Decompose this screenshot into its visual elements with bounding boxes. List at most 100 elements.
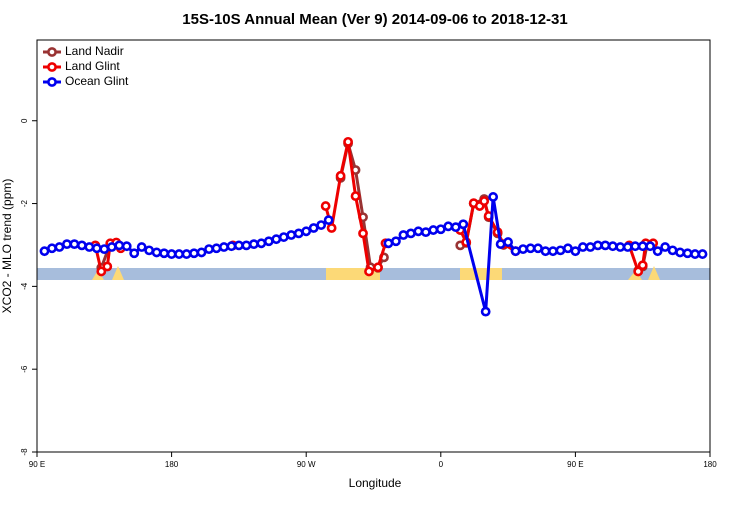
chart-title: 15S-10S Annual Mean (Ver 9) 2014-09-06 t… xyxy=(182,11,567,28)
data-point xyxy=(326,223,337,233)
data-point xyxy=(660,242,671,252)
data-point xyxy=(398,230,409,240)
data-point xyxy=(219,242,229,252)
data-point xyxy=(47,243,57,254)
data-point xyxy=(607,241,618,252)
data-point xyxy=(667,245,678,256)
data-point xyxy=(241,240,252,251)
y-tick-label: -8 xyxy=(20,448,29,456)
data-point xyxy=(181,249,192,259)
data-point xyxy=(364,266,374,277)
data-point xyxy=(503,237,513,247)
y-tick-label: -4 xyxy=(20,282,29,290)
data-point xyxy=(271,234,282,245)
data-point xyxy=(335,170,346,181)
data-point xyxy=(343,136,353,147)
series-line xyxy=(43,196,703,313)
data-point xyxy=(443,221,454,232)
data-point xyxy=(555,245,566,256)
data-point xyxy=(690,249,700,259)
data-point xyxy=(373,262,383,273)
data-point xyxy=(196,247,207,258)
data-point xyxy=(592,240,603,251)
data-point xyxy=(301,226,312,237)
data-point xyxy=(383,238,394,249)
data-point xyxy=(166,249,177,259)
data-point xyxy=(630,241,641,252)
data-point xyxy=(136,242,147,252)
data-point xyxy=(622,242,633,252)
x-tick-label: 90 E xyxy=(567,460,583,469)
data-point xyxy=(518,244,528,255)
data-point xyxy=(248,239,259,250)
data-point xyxy=(159,248,170,259)
legend-label: Land Glint xyxy=(65,59,120,73)
data-point xyxy=(286,230,297,240)
data-point xyxy=(308,223,319,233)
series xyxy=(39,192,708,317)
x-tick-label: 180 xyxy=(703,460,717,469)
data-point xyxy=(480,306,491,317)
y-tick-label: 0 xyxy=(20,118,29,123)
data-point xyxy=(652,246,663,257)
data-point xyxy=(96,266,107,277)
data-point xyxy=(233,240,244,251)
data-point xyxy=(570,246,581,257)
data-point xyxy=(293,228,304,239)
legend-marker xyxy=(47,47,57,57)
data-point xyxy=(204,244,214,255)
legend-label: Land Nadir xyxy=(65,44,124,58)
x-tick-label: 0 xyxy=(439,460,444,469)
data-point xyxy=(391,236,401,247)
data-point xyxy=(675,247,685,258)
y-tick-label: -6 xyxy=(20,365,29,373)
data-point xyxy=(91,243,102,254)
data-point xyxy=(525,243,536,254)
data-point xyxy=(600,240,611,251)
data-point xyxy=(316,220,327,230)
data-point xyxy=(320,201,331,211)
x-axis-label: Longitude xyxy=(349,476,402,490)
data-point xyxy=(144,245,155,256)
data-point xyxy=(350,191,361,202)
data-point xyxy=(450,222,461,233)
data-point xyxy=(548,246,558,257)
land-band xyxy=(460,268,502,280)
legend-marker xyxy=(47,77,57,87)
data-point xyxy=(577,242,588,252)
data-point xyxy=(278,232,289,242)
legend-label: Ocean Glint xyxy=(65,74,129,88)
data-point xyxy=(76,240,87,251)
y-tick-label: -2 xyxy=(20,199,29,207)
data-point xyxy=(637,241,648,252)
data-point xyxy=(697,249,708,259)
plot-frame xyxy=(36,39,711,453)
data-point xyxy=(189,248,199,259)
data-point xyxy=(540,246,551,257)
data-point xyxy=(645,241,656,252)
data-point xyxy=(151,247,162,258)
data-point xyxy=(488,192,499,202)
land-band xyxy=(112,266,124,280)
data-point xyxy=(510,246,521,257)
data-point xyxy=(121,241,132,252)
data-point xyxy=(637,260,648,271)
data-point xyxy=(263,236,274,247)
data-point xyxy=(62,239,72,250)
data-point xyxy=(129,248,140,259)
data-point xyxy=(54,242,65,252)
y-axis-label: XCO2 - MLO trend (ppm) xyxy=(0,179,14,314)
data-point xyxy=(102,261,113,272)
land-band xyxy=(648,266,660,280)
data-point xyxy=(211,243,222,254)
legend-marker xyxy=(47,62,57,72)
data-point xyxy=(479,196,490,206)
data-point xyxy=(69,239,80,250)
data-point xyxy=(413,226,424,237)
data-point xyxy=(106,242,117,252)
data-point xyxy=(682,248,693,259)
data-point xyxy=(563,243,573,254)
data-point xyxy=(226,241,237,252)
data-point xyxy=(358,228,368,239)
